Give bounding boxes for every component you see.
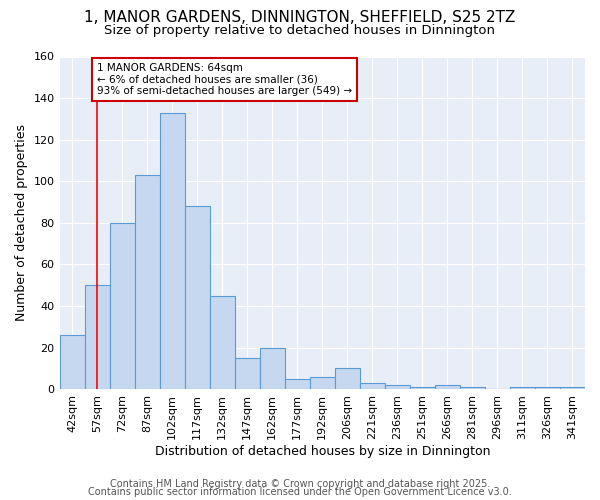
Bar bbox=[385, 385, 410, 389]
Y-axis label: Number of detached properties: Number of detached properties bbox=[15, 124, 28, 322]
Bar bbox=[260, 348, 285, 389]
Bar bbox=[85, 285, 110, 389]
Bar bbox=[360, 383, 385, 389]
Text: Contains public sector information licensed under the Open Government Licence v3: Contains public sector information licen… bbox=[88, 487, 512, 497]
Bar bbox=[335, 368, 360, 389]
Bar bbox=[235, 358, 260, 389]
X-axis label: Distribution of detached houses by size in Dinnington: Distribution of detached houses by size … bbox=[155, 444, 490, 458]
Bar bbox=[285, 378, 310, 389]
Text: 1, MANOR GARDENS, DINNINGTON, SHEFFIELD, S25 2TZ: 1, MANOR GARDENS, DINNINGTON, SHEFFIELD,… bbox=[85, 10, 515, 25]
Bar bbox=[185, 206, 209, 389]
Bar bbox=[510, 387, 535, 389]
Bar bbox=[160, 112, 185, 389]
Bar bbox=[59, 335, 85, 389]
Bar bbox=[310, 376, 335, 389]
Bar bbox=[460, 387, 485, 389]
Bar bbox=[535, 387, 560, 389]
Bar bbox=[110, 223, 134, 389]
Bar bbox=[435, 385, 460, 389]
Bar bbox=[134, 175, 160, 389]
Text: Size of property relative to detached houses in Dinnington: Size of property relative to detached ho… bbox=[104, 24, 496, 37]
Bar bbox=[560, 387, 585, 389]
Bar bbox=[209, 296, 235, 389]
Text: 1 MANOR GARDENS: 64sqm
← 6% of detached houses are smaller (36)
93% of semi-deta: 1 MANOR GARDENS: 64sqm ← 6% of detached … bbox=[97, 62, 352, 96]
Text: Contains HM Land Registry data © Crown copyright and database right 2025.: Contains HM Land Registry data © Crown c… bbox=[110, 479, 490, 489]
Bar bbox=[410, 387, 435, 389]
